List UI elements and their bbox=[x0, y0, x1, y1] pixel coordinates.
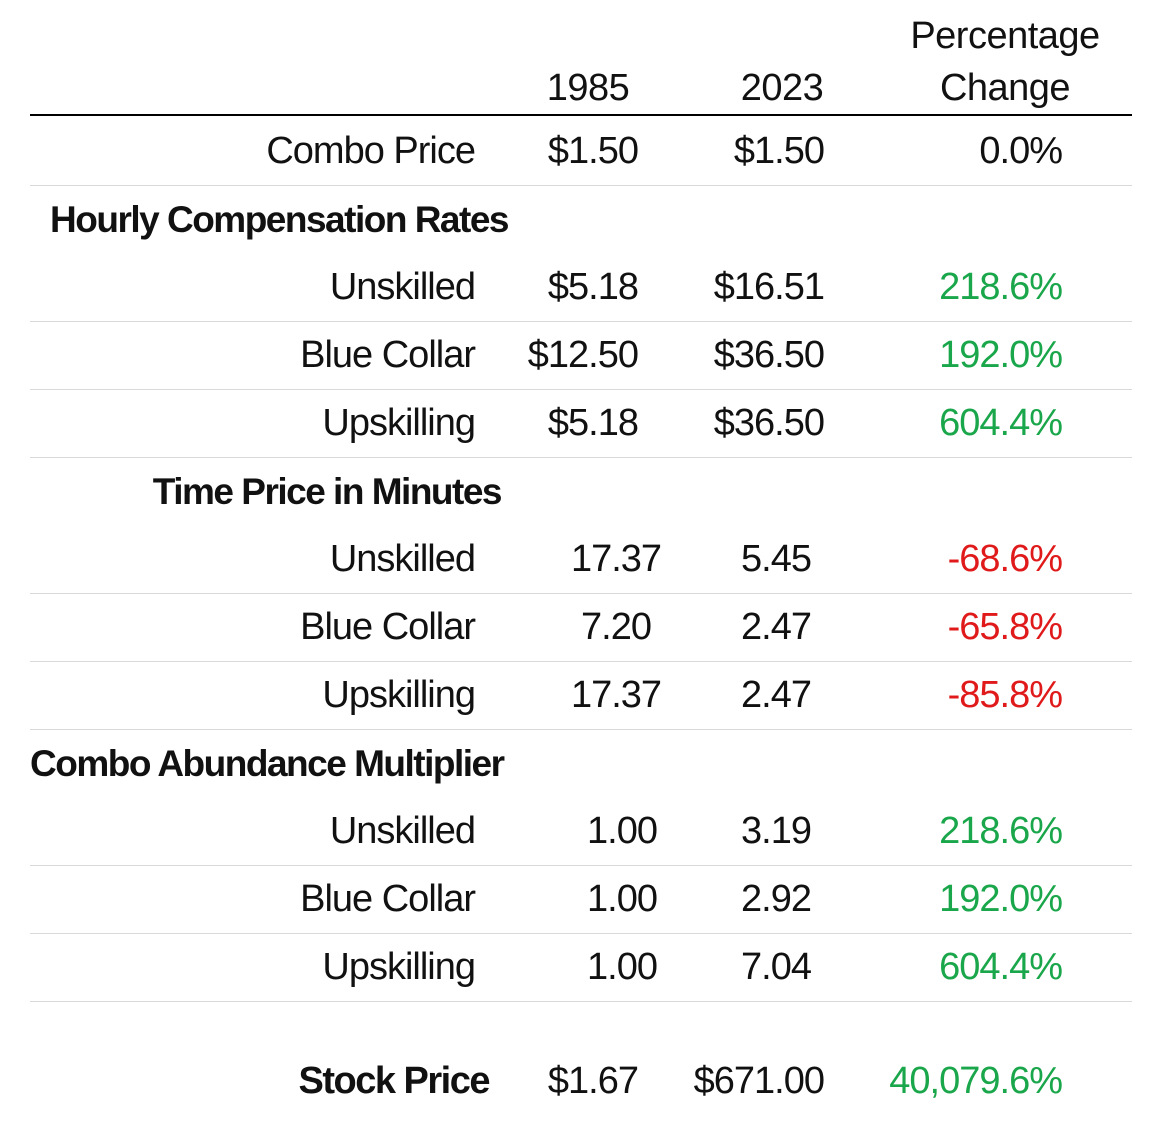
value-2023: $671.00 bbox=[693, 1060, 825, 1102]
value-1985: $1.50 bbox=[547, 130, 639, 172]
section-title-time-price: Time Price in Minutes bbox=[152, 471, 503, 512]
table-row: Upskilling 1.00 7.04 604.4% bbox=[30, 933, 1132, 1002]
value-2023: 3.19 bbox=[741, 810, 812, 852]
column-header-percentage-change: Percentage Change bbox=[900, 10, 1110, 114]
table-row: Unskilled 1.00 3.19 218.6% bbox=[30, 797, 1132, 866]
value-percentage-change: -68.6% bbox=[947, 538, 1063, 580]
column-header-percentage-line: Percentage bbox=[910, 15, 1100, 57]
value-1985: 1.00 bbox=[587, 810, 658, 852]
value-2023: 2.47 bbox=[741, 606, 812, 648]
row-label: Blue Collar bbox=[300, 878, 476, 920]
table-row: Blue Collar $12.50 $36.50 192.0% bbox=[30, 321, 1132, 390]
value-1985: $12.50 bbox=[527, 334, 639, 376]
row-label: Blue Collar bbox=[300, 334, 476, 376]
value-1985: 1.00 bbox=[587, 878, 658, 920]
value-percentage-change: 192.0% bbox=[939, 334, 1063, 376]
value-2023: $36.50 bbox=[713, 402, 825, 444]
row-label: Unskilled bbox=[329, 810, 476, 852]
value-percentage-change: 604.4% bbox=[939, 946, 1063, 988]
value-percentage-change: 0.0% bbox=[979, 130, 1063, 172]
value-2023: 7.04 bbox=[741, 946, 812, 988]
value-percentage-change: 604.4% bbox=[939, 402, 1063, 444]
table-row-stock-price: Stock Price $1.67 $671.00 40,079.6% bbox=[30, 1047, 1132, 1115]
value-1985: $1.67 bbox=[547, 1060, 639, 1102]
value-2023: $16.51 bbox=[713, 266, 825, 308]
section-title-hourly-compensation: Hourly Compensation Rates bbox=[50, 199, 509, 240]
table-row: Unskilled 17.37 5.45 -68.6% bbox=[30, 525, 1132, 594]
column-header-change-line: Change bbox=[939, 67, 1071, 109]
row-label: Unskilled bbox=[329, 266, 476, 308]
value-percentage-change: 40,079.6% bbox=[889, 1060, 1063, 1102]
value-percentage-change: 218.6% bbox=[939, 266, 1063, 308]
table-row: Upskilling $5.18 $36.50 604.4% bbox=[30, 389, 1132, 458]
value-1985: 17.37 bbox=[570, 538, 662, 580]
table-row: Unskilled $5.18 $16.51 218.6% bbox=[30, 253, 1132, 322]
value-2023: 2.92 bbox=[741, 878, 812, 920]
value-1985: 7.20 bbox=[581, 606, 652, 648]
table-row: Upskilling 17.37 2.47 -85.8% bbox=[30, 661, 1132, 730]
row-label: Combo Price bbox=[266, 130, 476, 172]
column-header-2023: 2023 bbox=[740, 67, 824, 109]
header-rule bbox=[30, 114, 1132, 116]
row-label: Upskilling bbox=[322, 946, 476, 988]
value-2023: 2.47 bbox=[741, 674, 812, 716]
value-2023: $36.50 bbox=[713, 334, 825, 376]
table-row: Blue Collar 7.20 2.47 -65.8% bbox=[30, 593, 1132, 662]
row-label: Upskilling bbox=[322, 674, 476, 716]
table-row-combo-price: Combo Price $1.50 $1.50 0.0% bbox=[30, 117, 1132, 186]
value-percentage-change: -65.8% bbox=[947, 606, 1063, 648]
value-1985: $5.18 bbox=[547, 402, 639, 444]
value-percentage-change: -85.8% bbox=[947, 674, 1063, 716]
row-label: Stock Price bbox=[298, 1060, 491, 1102]
value-1985: 1.00 bbox=[587, 946, 658, 988]
row-label: Upskilling bbox=[322, 402, 476, 444]
column-header-1985: 1985 bbox=[546, 67, 630, 109]
value-percentage-change: 192.0% bbox=[939, 878, 1063, 920]
row-label: Blue Collar bbox=[300, 606, 476, 648]
section-title-abundance-multiplier: Combo Abundance Multiplier bbox=[30, 743, 505, 784]
value-1985: 17.37 bbox=[570, 674, 662, 716]
value-1985: $5.18 bbox=[547, 266, 639, 308]
value-2023: 5.45 bbox=[741, 538, 812, 580]
row-label: Unskilled bbox=[329, 538, 476, 580]
value-2023: $1.50 bbox=[733, 130, 825, 172]
table-row: Blue Collar 1.00 2.92 192.0% bbox=[30, 865, 1132, 934]
value-percentage-change: 218.6% bbox=[939, 810, 1063, 852]
